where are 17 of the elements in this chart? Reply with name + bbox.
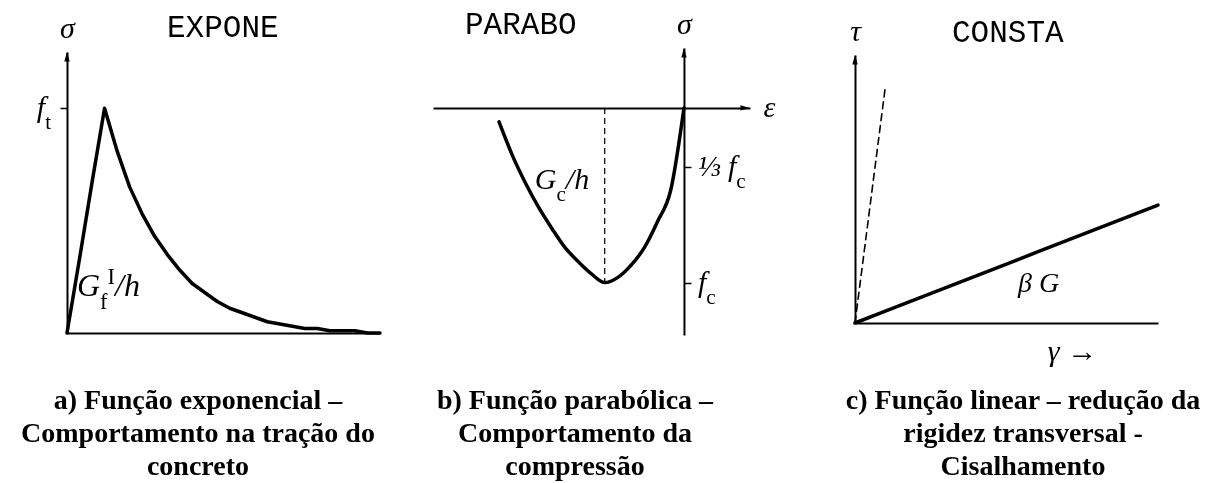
text: f$_{t}$	[36, 90, 52, 134]
y-axis-title: τ	[850, 13, 863, 47]
chart-title: CONSTA	[952, 16, 1065, 51]
annotation: ⅓ f$_{c}$	[697, 149, 746, 193]
x-axis-title: ε	[763, 90, 776, 124]
series-label: G$_{c}$/h	[534, 162, 590, 206]
chart-title: EXPONE	[167, 11, 279, 46]
annotation: f$_{c}$	[697, 265, 716, 309]
y-axis-title: σ	[60, 10, 77, 44]
series-label: G$_{f}$$^{I}$/h	[77, 263, 140, 314]
y-axis-title: σ	[677, 6, 694, 40]
text: b) Função parabólica – Comportamento da compressão	[435, 383, 715, 482]
text: a) Função exponencial – Comportamento na tração do concreto	[20, 383, 376, 482]
text: c) Função linear – redução da rigidez transversal - Cisalhamento	[844, 383, 1202, 482]
chart-title: PARABO	[465, 8, 577, 43]
x-axis-title: γ →	[1047, 333, 1098, 367]
series-label: β G	[1017, 267, 1060, 298]
